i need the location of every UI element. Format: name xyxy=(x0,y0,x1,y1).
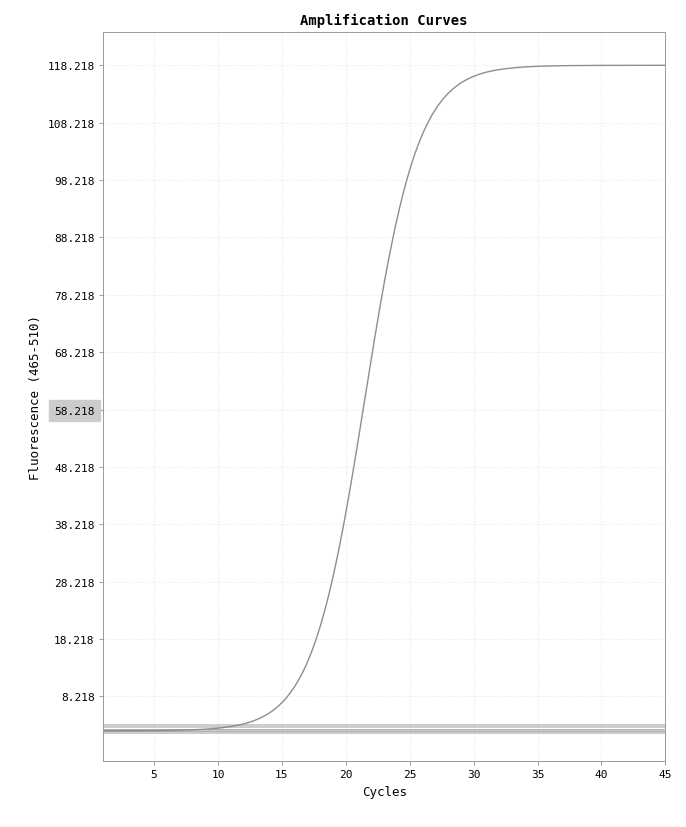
Title: Amplification Curves: Amplification Curves xyxy=(300,13,468,28)
X-axis label: Cycles: Cycles xyxy=(362,785,407,798)
Y-axis label: Fluorescence (465-510): Fluorescence (465-510) xyxy=(29,314,42,480)
